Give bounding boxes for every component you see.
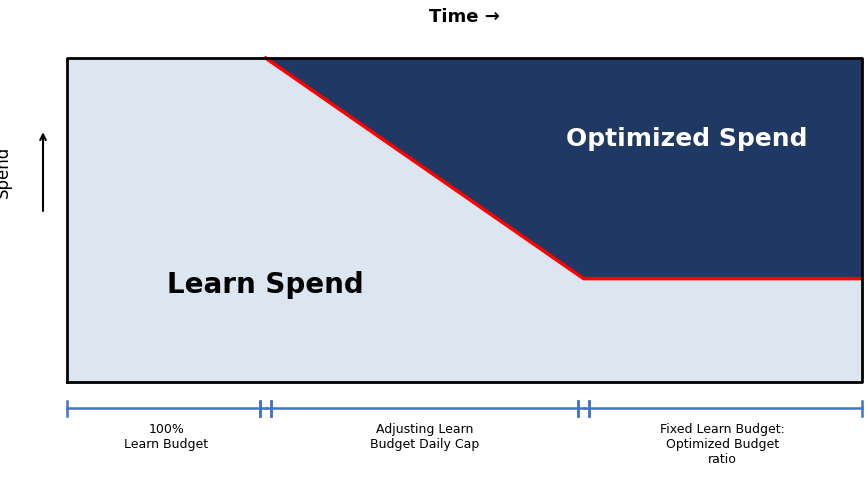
Text: Learn Spend: Learn Spend — [167, 271, 364, 299]
Text: Spend: Spend — [0, 145, 12, 197]
Polygon shape — [266, 58, 862, 279]
Text: Adjusting Learn
Budget Daily Cap: Adjusting Learn Budget Daily Cap — [370, 423, 479, 451]
Text: Fixed Learn Budget:
Optimized Budget
ratio: Fixed Learn Budget: Optimized Budget rat… — [660, 423, 785, 466]
Text: 100%
Learn Budget: 100% Learn Budget — [124, 423, 209, 451]
Polygon shape — [67, 58, 862, 382]
Text: Time →: Time → — [429, 8, 500, 26]
Text: Optimized Spend: Optimized Spend — [566, 127, 808, 151]
